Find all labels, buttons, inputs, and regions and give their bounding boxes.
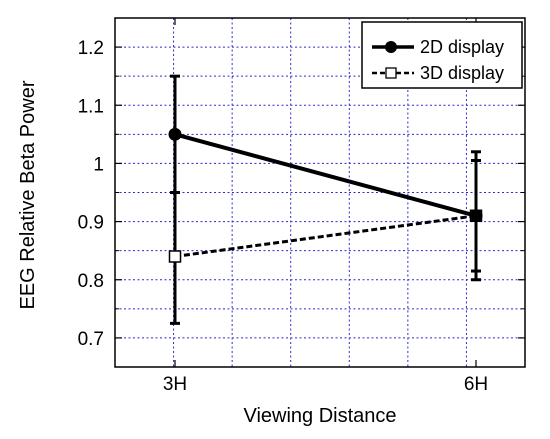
series-2d [168,74,483,273]
y-axis-title: EEG Relative Beta Power [17,80,39,309]
legend-marker [385,41,397,53]
y-tick-label: 0.9 [78,213,104,234]
data-point [168,250,182,263]
grid [115,18,525,367]
legend-label: 3D display [420,63,504,83]
series-line [174,214,477,258]
y-tick-label: 1.1 [78,96,104,117]
y-tick-label: 0.8 [78,271,104,292]
legend: 2D display 3D display [361,21,523,89]
legend-marker [385,67,397,79]
x-axis-title: Viewing Distance [243,405,396,427]
data-point [168,127,182,141]
series-line [174,132,477,218]
x-tick-label: 6H [464,374,488,395]
y-tick-label: 1.2 [78,38,104,59]
x-tick-label: 3H [163,374,187,395]
data-point [469,209,483,223]
y-tick-label: 0.7 [78,329,104,350]
y-tick-label: 1 [93,154,104,175]
ticks: 0.7 0.8 0.9 1 1.1 1.2 3H 6H [78,18,525,395]
legend-label: 2D display [420,37,504,57]
series-layer [168,74,483,325]
